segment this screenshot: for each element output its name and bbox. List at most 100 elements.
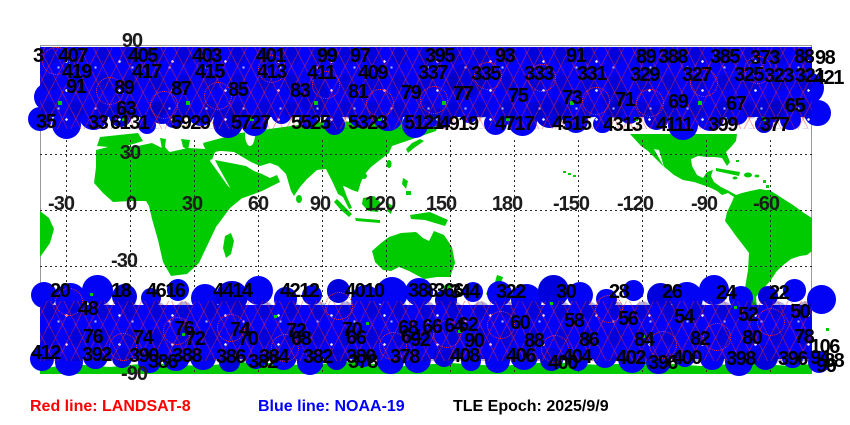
orbit-number-label: -30 — [48, 193, 75, 215]
orbit-number-label: 86 — [579, 329, 600, 351]
orbit-number-label: 72 — [286, 320, 307, 342]
landsat8-footprint-ring — [163, 317, 191, 346]
map-speck — [442, 101, 446, 105]
orbit-number-label: 97 — [350, 45, 371, 67]
orbit-number-label: 56 — [618, 308, 639, 330]
jamaica — [732, 176, 738, 180]
orbit-number-label: 5525 — [291, 112, 331, 134]
orbit-number-label: 91 — [66, 76, 87, 98]
orbit-number-label: 83 — [290, 80, 311, 102]
orbit-number-label: 180 — [491, 193, 523, 215]
orbit-number-label: 87 — [171, 78, 192, 100]
noaa19-footprint-marker — [783, 279, 806, 302]
meridian-gridline — [514, 140, 515, 374]
orbit-number-label: 48 — [78, 298, 99, 320]
orbit-number-label: 3 — [33, 45, 44, 67]
orbit-number-label: 5727 — [231, 112, 271, 134]
orbit-number-label: 408 — [450, 345, 480, 367]
taiwan — [386, 160, 392, 168]
orbit-number-label: 396 — [778, 348, 808, 370]
orbit-number-label: 400 — [548, 352, 578, 374]
map-speck — [762, 117, 766, 121]
landsat8-footprint-ring — [96, 76, 124, 105]
orbit-number-label: 94 — [810, 347, 831, 369]
orbit-number-label: 0 — [125, 193, 137, 215]
orbit-number-label: 60 — [510, 312, 531, 334]
map-speck — [570, 101, 574, 105]
landsat8-footprint-ring — [703, 322, 731, 351]
orbit-number-label: 386 — [216, 346, 246, 368]
orbit-number-label: 58 — [564, 310, 585, 332]
landsat8-footprint-ring — [649, 330, 677, 359]
orbit-number-label: 4111 — [656, 114, 694, 136]
asia — [203, 120, 440, 209]
orbit-number-label: 88 — [824, 350, 845, 372]
orbit-number-label: 333 — [524, 63, 554, 85]
antilles-2 — [766, 185, 769, 188]
map-speck — [90, 293, 93, 296]
mindanao — [406, 191, 411, 195]
orbit-number-label: 22 — [769, 282, 790, 304]
antilles-1 — [763, 180, 766, 183]
landsat8-footprint-ring — [582, 86, 610, 115]
meridian-gridline — [642, 140, 643, 374]
sumatra — [334, 199, 352, 217]
legend-noaa19: Blue line: NOAA-19 — [258, 398, 405, 415]
sulawesi — [387, 203, 393, 214]
map-speck — [826, 327, 829, 331]
parallel-gridline — [40, 210, 812, 211]
puerto-rico — [754, 174, 760, 178]
orbit-number-label: 69 — [668, 91, 689, 113]
orbit-number-label: 35 — [36, 111, 57, 133]
orbit-number-label: 80 — [742, 327, 763, 349]
hawaii-2 — [568, 173, 571, 175]
orbit-number-label: 92 — [410, 329, 431, 351]
orbit-number-label: 415 — [195, 61, 225, 83]
landsat8-footprint-ring — [109, 333, 137, 362]
orbit-number-label: 395 — [425, 45, 455, 67]
noaa19-footprint-marker — [167, 279, 189, 301]
orbit-number-label: 64 — [401, 326, 422, 348]
borneo — [362, 196, 381, 212]
map-speck — [378, 117, 382, 121]
orbit-number-label: 82 — [690, 328, 711, 350]
orbit-number-label: 120 — [364, 193, 396, 215]
java — [355, 218, 380, 223]
orbit-number-label: 329 — [630, 64, 660, 86]
iberia — [97, 133, 143, 148]
landsat8-footprint-ring — [312, 70, 340, 99]
orbit-number-label: 84 — [634, 329, 655, 351]
japan — [406, 139, 424, 153]
orbit-number-label: 98 — [815, 47, 836, 69]
orbit-number-label: 74 — [133, 327, 154, 349]
landsat8-footprint-ring — [487, 311, 515, 340]
orbit-number-label: 412 — [31, 342, 61, 364]
orbit-number-label: -30 — [111, 250, 138, 272]
orbit-number-label: 405 — [128, 45, 158, 67]
legend-landsat8: Red line: LANDSAT-8 — [30, 398, 191, 415]
orbit-number-label: 5323 — [348, 112, 388, 134]
map-speck — [642, 334, 645, 338]
orbit-number-label: 398 — [726, 348, 756, 370]
orbit-number-label: 60 — [247, 193, 269, 215]
noaa19-footprint-marker — [462, 281, 483, 303]
orbit-number-label: 4515 — [552, 113, 592, 135]
orbit-number-label: 74 — [230, 319, 251, 341]
meridian-gridline — [258, 140, 259, 374]
orbit-number-label: 30 — [181, 193, 203, 215]
map-speck — [250, 117, 254, 121]
landsat8-footprint-ring — [474, 62, 502, 91]
orbit-number-label: 64 — [444, 315, 465, 337]
orbit-number-label: 388 — [658, 46, 688, 68]
orbit-number-label: 404 — [562, 346, 592, 368]
orbit-number-label: 28 — [609, 281, 630, 303]
map-speck — [366, 321, 369, 325]
landsat8-footprint-ring — [379, 332, 407, 361]
orbit-number-label: 93 — [495, 45, 516, 67]
orbit-number-label: -150 — [552, 193, 590, 215]
orbit-number-label: 77 — [453, 83, 474, 105]
landsat8-footprint-ring — [744, 56, 772, 85]
noaa19-footprint-marker — [698, 274, 730, 306]
orbit-number-label: 321 — [795, 65, 825, 87]
map-speck — [58, 101, 62, 105]
